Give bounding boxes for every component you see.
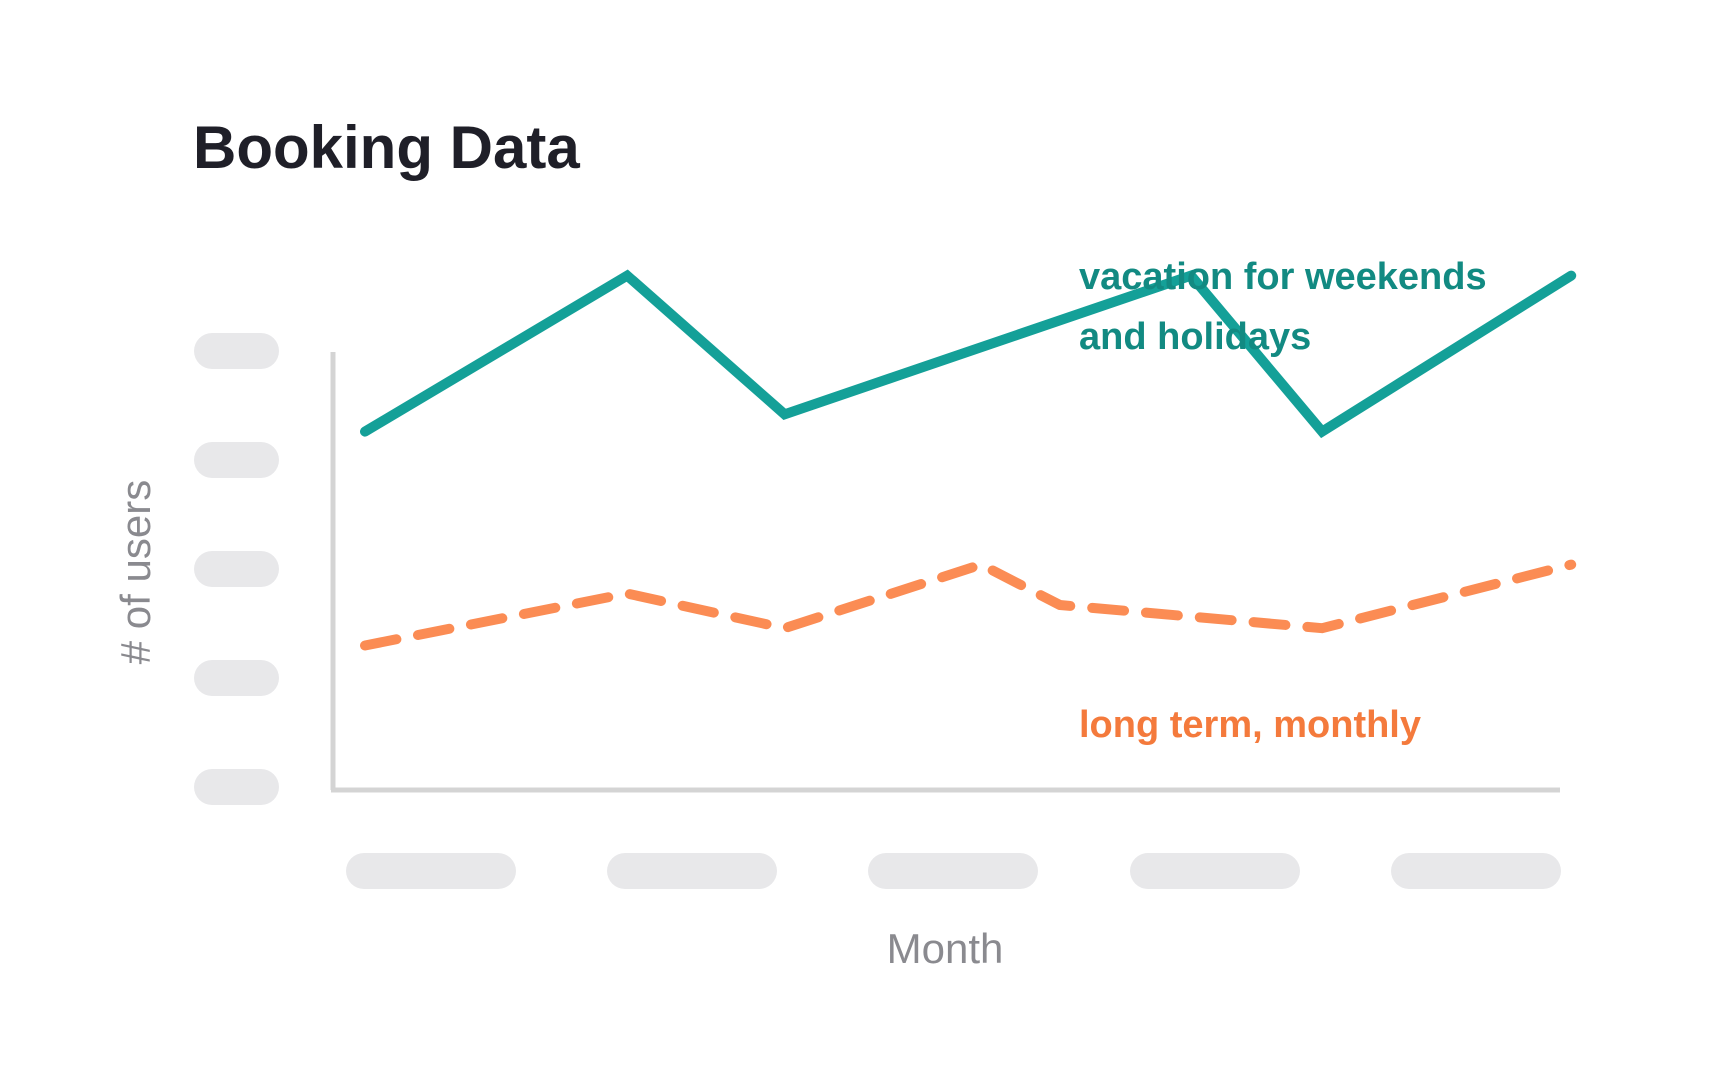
x-axis-tick-placeholders — [346, 853, 1561, 889]
x-axis-title: Month — [887, 925, 1004, 972]
series-label-1-line-1: vacation for weekends — [1079, 256, 1487, 298]
y-tick-placeholder — [194, 660, 279, 696]
y-axis-tick-placeholders — [194, 333, 279, 805]
chart-title: Booking Data — [193, 114, 580, 181]
series-labels: vacation for weekends and holidays long te… — [1079, 256, 1487, 746]
series-label-2-line-1: long term, monthly — [1079, 704, 1421, 746]
x-tick-placeholder — [868, 853, 1038, 889]
x-tick-placeholder — [607, 853, 777, 889]
y-tick-placeholder — [194, 442, 279, 478]
x-tick-placeholder — [1391, 853, 1561, 889]
y-axis-title: # of users — [112, 480, 159, 664]
y-tick-placeholder — [194, 551, 279, 587]
series-line-2 — [360, 559, 1577, 651]
series-layer — [360, 269, 1577, 651]
x-tick-placeholder — [1130, 853, 1300, 889]
y-tick-placeholder — [194, 769, 279, 805]
series-label-1-line-2: and holidays — [1079, 316, 1311, 358]
y-tick-placeholder — [194, 333, 279, 369]
series-line-1 — [360, 269, 1577, 439]
x-tick-placeholder — [346, 853, 516, 889]
